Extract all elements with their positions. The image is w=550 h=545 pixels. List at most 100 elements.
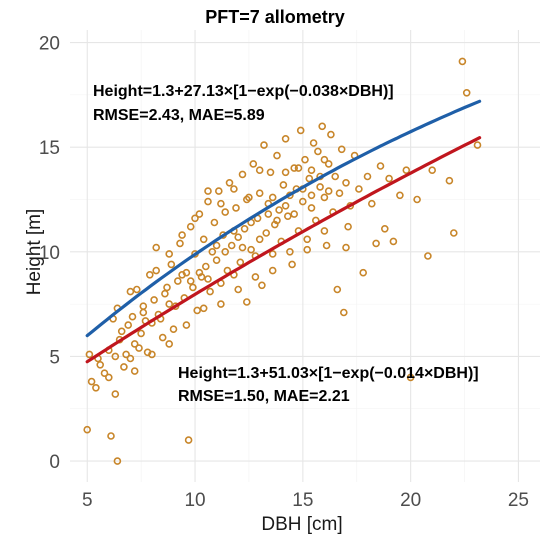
data-point [133, 285, 141, 294]
data-point [281, 168, 290, 177]
data-point [281, 202, 290, 210]
x-tick-label: 25 [508, 490, 529, 511]
data-point [204, 275, 212, 283]
blue-curve-equation: Height=1.3+27.13×[1−exp(−0.038×DBH)] [93, 83, 394, 100]
data-point [327, 130, 335, 139]
data-point [303, 235, 312, 244]
data-point [167, 260, 176, 269]
grid [70, 30, 540, 482]
data-point [389, 237, 398, 246]
data-point [249, 160, 258, 168]
data-point [258, 281, 266, 290]
data-point [268, 250, 277, 258]
data-point [337, 145, 346, 154]
data-point [473, 141, 482, 149]
data-point [191, 214, 199, 223]
data-point [169, 325, 178, 334]
data-point [186, 277, 195, 285]
data-point [279, 181, 288, 189]
data-point [396, 191, 404, 200]
data-point [296, 126, 305, 135]
data-point [204, 187, 212, 195]
x-tick-label: 20 [400, 490, 421, 511]
data-point [320, 155, 329, 164]
data-point [236, 258, 245, 267]
y-tick-label: 20 [39, 34, 60, 55]
data-point [206, 287, 214, 296]
data-point [189, 283, 197, 292]
data-point [217, 199, 225, 208]
blue-fit-curve [85, 99, 482, 338]
data-point [307, 166, 316, 174]
data-point [130, 367, 139, 375]
data-point [367, 199, 376, 208]
data-point [186, 222, 195, 231]
data-point [273, 151, 281, 160]
data-point [264, 210, 273, 218]
data-point [124, 321, 132, 329]
data-point [212, 241, 221, 250]
data-point [320, 193, 329, 202]
x-axis-title: DBH [cm] [261, 514, 342, 535]
data-point [199, 304, 208, 313]
data-point [221, 208, 229, 216]
data-point [320, 227, 329, 235]
data-point [182, 321, 191, 329]
data-point [266, 168, 275, 177]
data-point [322, 241, 331, 250]
data-point [355, 185, 363, 193]
data-point [85, 350, 94, 359]
data-point [161, 289, 169, 298]
data-point [301, 155, 309, 164]
data-point [281, 135, 290, 143]
data-point [342, 179, 350, 187]
data-point [339, 308, 348, 317]
data-point [359, 268, 368, 277]
data-point [150, 296, 158, 304]
data-point [204, 197, 212, 206]
data-point [225, 179, 234, 187]
data-point [342, 243, 350, 252]
data-point [120, 363, 128, 371]
data-point [178, 270, 186, 279]
chart-title: PFT=7 allometry [205, 7, 345, 27]
data-point [402, 166, 411, 174]
data-point [152, 266, 160, 275]
data-point [107, 432, 115, 440]
data-point [309, 139, 318, 147]
data-point [96, 360, 104, 369]
data-point [268, 266, 277, 275]
data-point [333, 285, 342, 294]
data-point [193, 306, 201, 315]
data-point [105, 373, 113, 382]
data-point [126, 354, 135, 363]
data-point [135, 344, 143, 352]
data-point [424, 252, 432, 260]
x-tick-label: 10 [184, 490, 205, 511]
data-point [217, 300, 225, 308]
data-point [307, 204, 316, 212]
data-point [92, 383, 100, 392]
data-point [117, 327, 126, 336]
y-axis-title: Height [m] [24, 209, 45, 296]
data-point [212, 256, 221, 265]
data-point [307, 191, 316, 200]
red-fit-curve [85, 136, 482, 364]
data-point [324, 160, 333, 168]
data-point [331, 172, 340, 181]
data-point [240, 225, 249, 233]
data-point [314, 147, 322, 156]
data-point [199, 235, 208, 244]
data-point [413, 195, 421, 204]
data-point [238, 170, 247, 179]
data-point [234, 285, 242, 294]
fitted-curves [85, 99, 482, 364]
data-point [165, 300, 173, 308]
data-point [290, 210, 299, 218]
data-point [208, 248, 217, 256]
data-point [195, 268, 204, 277]
data-point [462, 89, 471, 97]
data-point [255, 235, 264, 244]
y-tick-label: 10 [39, 243, 60, 264]
